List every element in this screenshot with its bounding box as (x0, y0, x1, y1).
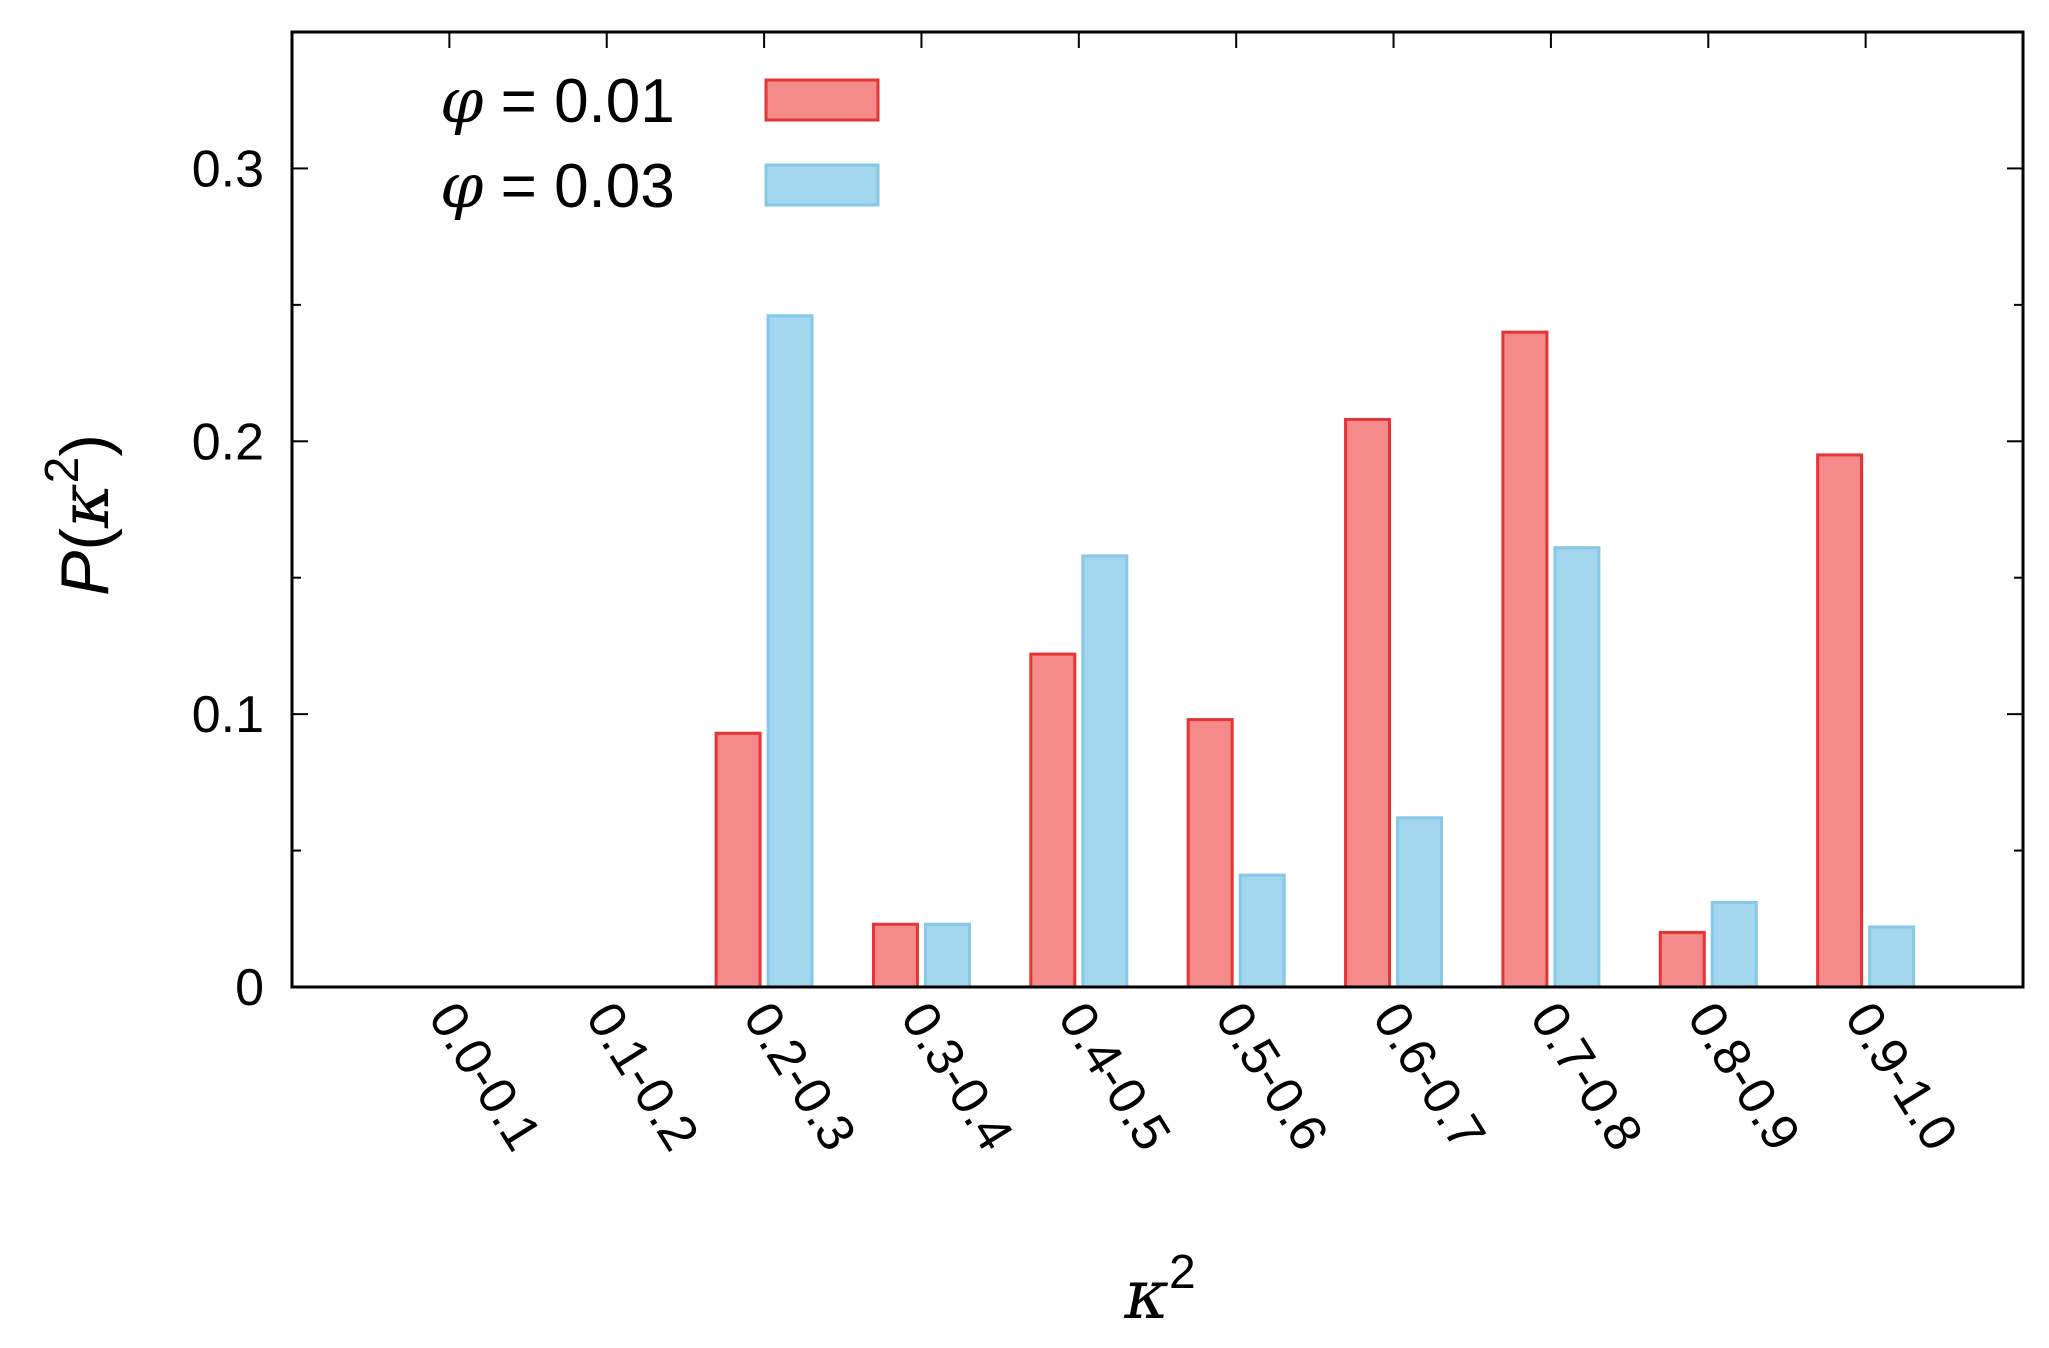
bar-series-1-0.9-1.0 (1816, 453, 1864, 989)
legend-value: = 0.01 (483, 67, 674, 136)
bar-series-1-0.8-0.9 (1658, 930, 1706, 989)
bar-series-2-0.5-0.6 (1238, 873, 1286, 989)
bar-series-2-0.7-0.8 (1553, 546, 1601, 989)
x-tick-labels: 0.0-0.1 0.1-0.2 0.2-0.3 0.3-0.4 0.4-0.5 0.5-0… (417, 993, 1968, 1161)
legend-phi-symbol: φ (440, 64, 484, 137)
y-axis-title-close-paren: ) (47, 434, 123, 457)
y-axis-title-base: κ (46, 483, 125, 529)
y-tick-label: 0.2 (192, 413, 264, 471)
x-tick-label: 0.5-0.6 (1204, 993, 1339, 1161)
x-axis-title-sup: 2 (1169, 1246, 1196, 1299)
legend-label-2: φ = 0.03 (440, 149, 675, 222)
x-tick-label: 0.8-0.9 (1676, 993, 1811, 1161)
x-tick-label: 0.9-1.0 (1833, 993, 1968, 1161)
legend-swatch-2 (764, 163, 880, 207)
y-axis-title-pre: P (47, 551, 123, 596)
legend-label-1: φ = 0.01 (440, 64, 675, 137)
bar-series-2-0.8-0.9 (1710, 900, 1758, 989)
legend: φ = 0.01φ = 0.03 (440, 64, 880, 222)
legend-value: = 0.03 (483, 152, 674, 221)
x-axis-title-base: κ (1123, 1256, 1169, 1335)
x-tick-label: 0.4-0.5 (1047, 993, 1182, 1161)
bars-layer (714, 314, 1916, 989)
y-axis-title-open-paren: ( (47, 528, 123, 551)
legend-phi-symbol: φ (440, 149, 484, 222)
y-tick-label: 0.3 (192, 140, 264, 198)
bar-series-2-0.9-1.0 (1868, 925, 1916, 989)
bar-series-2-0.4-0.5 (1081, 554, 1129, 989)
y-tick-labels: 0 0.1 0.2 0.3 (192, 140, 264, 1017)
y-tick-label: 0 (235, 959, 264, 1017)
y-tick-label: 0.1 (192, 686, 264, 744)
bar-series-2-0.3-0.4 (923, 922, 971, 989)
bar-series-1-0.4-0.5 (1029, 652, 1077, 989)
x-tick-label: 0.2-0.3 (732, 993, 867, 1161)
bar-series-1-0.2-0.3 (714, 731, 762, 989)
x-tick-label: 0.3-0.4 (889, 993, 1024, 1161)
y-axis-title: P(κ2) (36, 434, 125, 596)
bar-series-1-0.7-0.8 (1501, 330, 1549, 989)
bar-series-1-0.3-0.4 (871, 922, 919, 989)
bar-series-2-0.6-0.7 (1396, 816, 1444, 989)
bar-series-2-0.2-0.3 (766, 314, 814, 989)
x-axis-title: κ2 (1123, 1246, 1195, 1335)
x-tick-label: 0.0-0.1 (417, 993, 552, 1161)
bar-series-1-0.6-0.7 (1344, 417, 1392, 989)
bar-series-1-0.5-0.6 (1186, 718, 1234, 989)
legend-swatch-1 (764, 78, 880, 122)
x-tick-label: 0.6-0.7 (1361, 993, 1496, 1161)
y-axis-title-sup: 2 (36, 457, 89, 484)
x-tick-label: 0.1-0.2 (575, 993, 710, 1161)
x-tick-label: 0.7-0.8 (1519, 993, 1654, 1161)
plot-frame (290, 30, 2025, 989)
